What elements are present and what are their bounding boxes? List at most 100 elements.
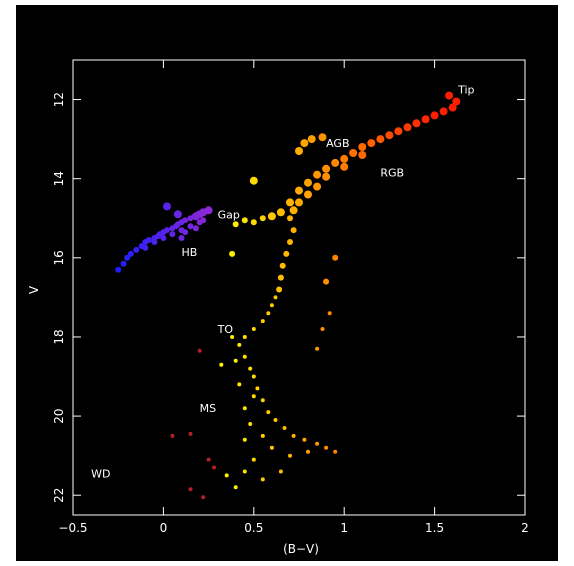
data-point <box>266 410 271 415</box>
data-point <box>178 235 185 241</box>
data-point <box>187 223 194 230</box>
annotation-label: WD <box>91 467 110 480</box>
data-point <box>376 135 385 144</box>
data-point <box>421 115 430 124</box>
data-point <box>324 445 329 450</box>
labels-layer: Tip AGB RGB Gap HB TO MS WD <box>91 84 474 481</box>
data-point <box>394 127 403 136</box>
data-point <box>323 278 330 285</box>
data-point <box>163 202 171 211</box>
data-point <box>295 186 303 195</box>
data-point <box>277 274 284 281</box>
data-point <box>403 123 412 132</box>
data-point <box>260 477 265 482</box>
data-point <box>302 437 307 442</box>
x-tick-label: 1 <box>340 521 348 535</box>
data-point <box>192 225 199 232</box>
data-point <box>315 346 320 351</box>
data-point <box>333 449 338 454</box>
data-point <box>295 147 303 155</box>
data-point <box>197 348 202 353</box>
data-point <box>188 431 193 436</box>
data-point <box>230 335 235 339</box>
data-point <box>358 143 367 151</box>
plot-panel: −0.5 0 0.5 1 1.5 2 12 14 16 18 20 22 Tip AGB RGB Gap HB… <box>16 5 558 561</box>
data-point <box>242 354 247 359</box>
data-point <box>276 286 283 293</box>
data-point <box>331 158 340 167</box>
x-tick-label: 2 <box>521 521 529 535</box>
data-point <box>327 311 332 316</box>
data-point <box>120 260 127 267</box>
data-point <box>237 342 242 347</box>
data-point <box>412 119 421 128</box>
data-point <box>242 406 247 411</box>
data-point <box>273 295 278 300</box>
ticks-layer: −0.5 0 0.5 1 1.5 2 12 14 16 18 20 22 <box>52 60 529 535</box>
data-point <box>289 206 298 215</box>
data-point <box>188 487 193 492</box>
data-point <box>269 445 274 450</box>
data-point <box>174 221 181 228</box>
plot-border <box>72 59 526 516</box>
data-point <box>349 149 358 157</box>
data-point <box>295 198 303 207</box>
data-point <box>445 91 454 100</box>
x-tick-label: −0.5 <box>58 521 87 535</box>
data-point <box>233 358 238 363</box>
data-point <box>206 457 211 462</box>
data-point <box>306 449 310 454</box>
y-tick-label: 20 <box>52 408 66 423</box>
data-point <box>267 212 276 221</box>
x-tick-label: 0.5 <box>244 521 263 535</box>
data-point <box>320 327 325 331</box>
data-point <box>242 335 247 339</box>
data-point <box>260 398 265 403</box>
data-point <box>242 469 247 474</box>
data-point <box>259 215 266 222</box>
data-point <box>133 246 140 253</box>
data-point <box>237 382 242 387</box>
data-point <box>251 374 256 379</box>
data-point <box>219 362 224 367</box>
data-point <box>248 422 253 426</box>
x-tick-label: 1.5 <box>425 521 444 535</box>
data-point <box>307 135 316 144</box>
data-point <box>367 139 376 148</box>
data-point <box>291 433 296 438</box>
data-point <box>278 469 283 474</box>
data-point <box>201 495 206 500</box>
annotation-label: RGB <box>380 167 404 180</box>
annotation-label: HB <box>182 246 198 259</box>
axes-frame <box>72 59 526 516</box>
data-point <box>430 111 439 120</box>
data-point <box>313 170 322 179</box>
annotation-label: MS <box>200 402 216 415</box>
data-point <box>322 172 331 181</box>
data-point <box>224 473 229 478</box>
data-point <box>164 227 170 234</box>
data-point <box>304 190 312 199</box>
data-point <box>340 162 349 171</box>
data-point <box>145 237 152 243</box>
data-point <box>151 239 158 245</box>
data-point <box>266 311 271 316</box>
data-point <box>251 327 256 331</box>
data-point <box>170 433 175 438</box>
annotation-label: Tip <box>457 84 474 97</box>
data-point <box>287 239 293 245</box>
data-point <box>241 217 248 224</box>
x-tick-label: 0 <box>160 521 168 535</box>
data-point <box>142 244 149 251</box>
data-point <box>288 453 292 458</box>
data-point <box>182 217 189 224</box>
data-point <box>290 227 297 234</box>
annotation-label: AGB <box>326 137 349 150</box>
x-axis-title: (B−V) <box>283 542 319 556</box>
data-point <box>182 229 189 236</box>
y-tick-label: 12 <box>52 92 66 107</box>
y-tick-label: 14 <box>52 171 66 186</box>
data-point <box>249 176 258 185</box>
data-point <box>251 457 256 462</box>
data-point <box>286 198 294 207</box>
